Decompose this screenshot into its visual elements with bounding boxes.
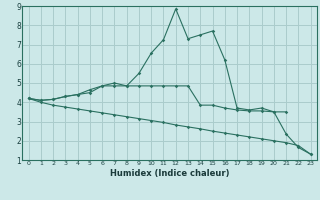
X-axis label: Humidex (Indice chaleur): Humidex (Indice chaleur) [110, 169, 229, 178]
